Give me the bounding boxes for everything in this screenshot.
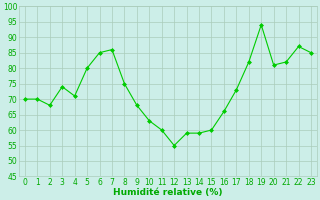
X-axis label: Humidité relative (%): Humidité relative (%) — [113, 188, 223, 197]
